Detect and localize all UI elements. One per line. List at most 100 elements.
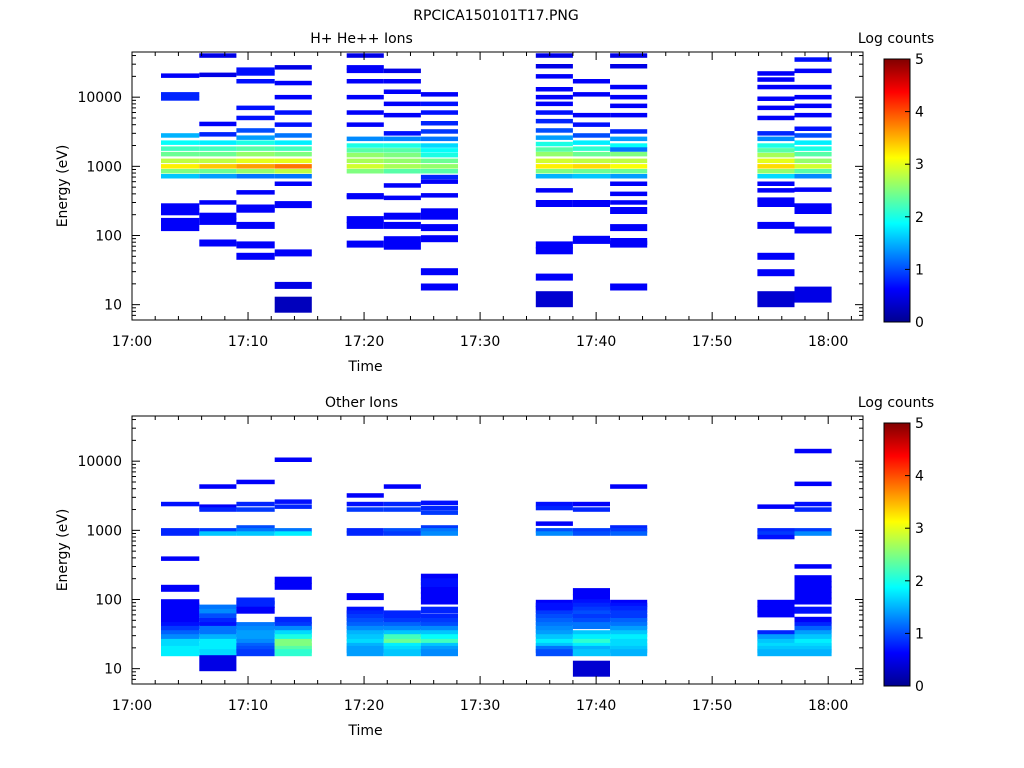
heatmap-cell <box>572 610 610 618</box>
heatmap-cell <box>236 606 275 614</box>
heatmap-cell <box>757 634 795 642</box>
heatmap-cell <box>199 655 237 672</box>
heatmap-cell <box>535 135 573 140</box>
heatmap-cell <box>794 622 832 630</box>
heatmap-cell <box>236 146 275 151</box>
colorbar-tick-label: 0 <box>915 315 924 331</box>
x-tick-label: 17:30 <box>460 698 500 714</box>
colorbar <box>883 58 911 323</box>
heatmap-cell <box>236 630 275 638</box>
heatmap-cell <box>199 132 237 137</box>
heatmap-cell <box>274 110 312 115</box>
x-tick-label: 17:20 <box>344 334 384 350</box>
heatmap-cell <box>572 528 610 533</box>
x-tick-label: 17:10 <box>228 698 268 714</box>
heatmap-cell <box>535 618 573 625</box>
heatmap-cell <box>383 195 421 201</box>
heatmap-cell <box>610 151 648 157</box>
heatmap-cell <box>794 630 832 638</box>
heatmap-cell <box>757 77 795 82</box>
heatmap-cell <box>346 240 384 248</box>
heatmap-cell <box>794 585 832 593</box>
heatmap-cell <box>757 200 795 207</box>
heatmap-cell <box>274 181 312 186</box>
heatmap-cell <box>236 525 275 530</box>
heatmap-cell <box>794 174 832 179</box>
heatmap-cell <box>236 158 275 164</box>
heatmap-cell <box>420 510 458 515</box>
heatmap-cell <box>236 164 275 169</box>
heatmap-cell <box>161 169 200 174</box>
heatmap-cell <box>161 614 200 621</box>
heatmap-cell <box>199 604 237 612</box>
heatmap-cell <box>236 190 275 195</box>
heatmap-cell <box>757 181 795 186</box>
heatmap-cell <box>610 174 648 179</box>
heatmap-cell <box>420 634 458 642</box>
heatmap-cell <box>199 53 237 58</box>
heatmap-cell <box>346 614 384 621</box>
heatmap-cell <box>794 57 832 62</box>
heatmap-cell <box>757 148 795 153</box>
heatmap-cell <box>420 92 458 97</box>
heatmap-cell <box>572 594 610 602</box>
heatmap-cell <box>757 252 795 260</box>
heatmap-cell <box>794 528 832 533</box>
heatmap-cell <box>535 630 573 638</box>
heatmap-cell <box>572 92 610 97</box>
heatmap-cell <box>274 249 312 257</box>
heatmap-cell <box>236 625 275 633</box>
heatmap-cell <box>794 158 832 164</box>
heatmap-cell <box>383 236 421 244</box>
heatmap-cell <box>383 484 421 489</box>
heatmap-cell <box>535 118 573 124</box>
heatmap-cell <box>572 158 610 164</box>
x-tick-label: 17:40 <box>576 334 616 350</box>
heatmap-cell <box>535 614 573 621</box>
y-tick-label: 10000 <box>77 90 122 106</box>
heatmap-cell <box>161 622 200 630</box>
heatmap-cell <box>794 597 832 605</box>
heatmap-cell <box>236 649 275 657</box>
heatmap-cell <box>757 143 795 148</box>
heatmap-cell <box>383 649 421 657</box>
heatmap-cell <box>572 531 610 536</box>
heatmap-cell <box>535 128 573 133</box>
heatmap-cell <box>420 164 458 169</box>
heatmap-cell <box>420 578 458 586</box>
heatmap-cell <box>610 531 648 536</box>
heatmap-cell <box>274 169 312 174</box>
heatmap-cell <box>610 528 648 533</box>
heatmap-cell <box>572 618 610 625</box>
heatmap-cell <box>420 174 458 180</box>
heatmap-cell <box>199 630 237 638</box>
heatmap-cell <box>383 618 421 625</box>
heatmap-cell <box>274 638 312 646</box>
heatmap-cell <box>420 143 458 148</box>
heatmap-cell <box>572 164 610 169</box>
heatmap-cell <box>346 528 384 533</box>
heatmap-cell <box>420 158 458 164</box>
heatmap-cell <box>346 501 384 507</box>
heatmap-cell <box>535 147 573 152</box>
heatmap-cell <box>346 606 384 614</box>
colorbar-tick-label: 5 <box>915 416 924 432</box>
heatmap-cell <box>161 164 200 169</box>
heatmap-cell <box>794 625 832 633</box>
heatmap-cell <box>161 92 200 97</box>
heatmap-cell <box>383 112 421 118</box>
heatmap-cell <box>794 634 832 642</box>
heatmap-cell <box>199 625 237 633</box>
heatmap-cell <box>420 581 458 589</box>
heatmap-cell <box>794 169 832 174</box>
y-axis-label: Energy (eV) <box>55 509 71 592</box>
heatmap-cell <box>535 151 573 157</box>
heatmap-cell <box>535 634 573 642</box>
heatmap-cell <box>794 638 832 646</box>
x-tick-label: 18:00 <box>808 334 848 350</box>
heatmap-cell <box>199 618 237 625</box>
heatmap-cell <box>610 103 648 109</box>
heatmap-cell <box>274 531 312 536</box>
heatmap-cell <box>535 94 573 100</box>
